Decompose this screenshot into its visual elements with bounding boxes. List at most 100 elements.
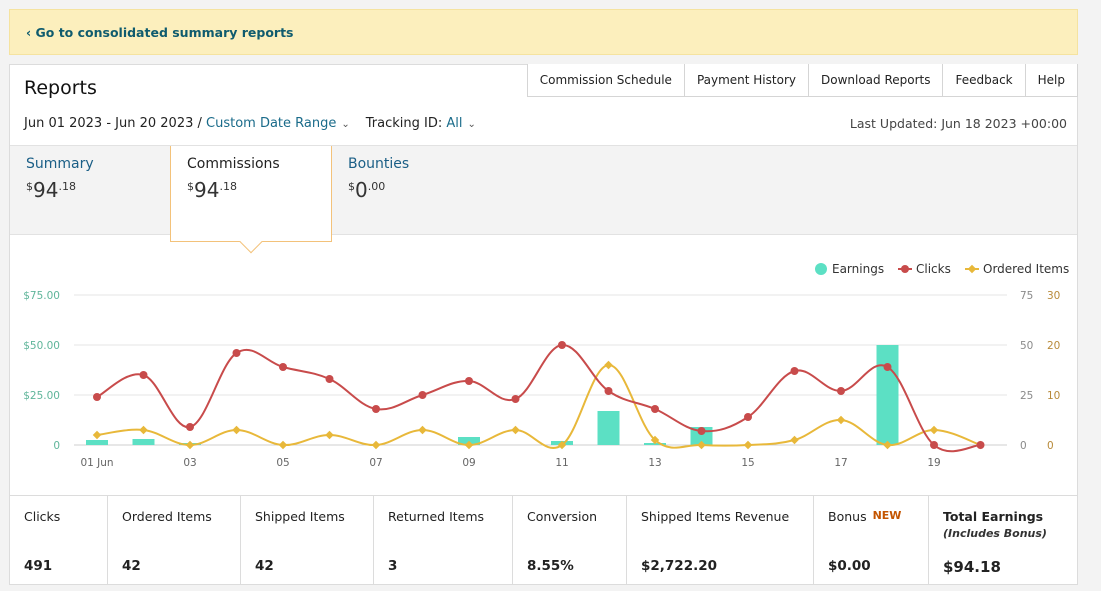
custom-date-range-dropdown[interactable]: Custom Date Range bbox=[206, 116, 337, 131]
tab-bounties-amount: $0.00 bbox=[348, 178, 386, 202]
legend-ordered-swatch bbox=[967, 264, 977, 274]
clicks-point bbox=[186, 423, 194, 431]
stat-bonus: Bonus NEW $0.00 bbox=[813, 496, 928, 585]
ordered-items-point bbox=[418, 425, 427, 435]
x-tick-label: 17 bbox=[834, 457, 847, 469]
earnings-bar bbox=[86, 440, 108, 445]
ordered-items-line bbox=[96, 363, 981, 449]
ordered-items-point bbox=[278, 440, 288, 450]
consolidated-reports-link[interactable]: ‹ Go to consolidated summary reports bbox=[26, 25, 294, 40]
stat-clicks: Clicks 491 bbox=[10, 496, 107, 585]
earnings-bar bbox=[876, 345, 899, 445]
x-tick-label: 09 bbox=[462, 457, 475, 469]
y-right2-tick-label: 10 bbox=[1047, 390, 1060, 402]
y-left-tick-label: $50.00 bbox=[23, 340, 60, 352]
clicks-point bbox=[604, 387, 613, 395]
y-right2-tick-label: 20 bbox=[1047, 340, 1060, 352]
ordered-items-point bbox=[604, 360, 613, 370]
legend-clicks-swatch bbox=[901, 265, 909, 273]
clicks-point bbox=[883, 363, 892, 371]
clicks-line bbox=[96, 343, 981, 453]
feedback-button[interactable]: Feedback bbox=[942, 64, 1025, 96]
stat-label: Shipped Items bbox=[255, 509, 345, 524]
y-right-tick-label: 25 bbox=[1020, 390, 1033, 402]
ordered-items-point bbox=[325, 430, 334, 440]
stat-value: $2,722.20 bbox=[641, 558, 718, 574]
stats-bar: Clicks 491 Ordered Items 42 Shipped Item… bbox=[10, 495, 1077, 585]
stat-value: $94.18 bbox=[943, 558, 1001, 576]
ordered-items-point bbox=[790, 435, 799, 445]
filter-row: Jun 01 2023 - Jun 20 2023 / Custom Date … bbox=[24, 116, 492, 131]
legend-earnings-swatch bbox=[815, 263, 827, 275]
clicks-point bbox=[790, 367, 799, 375]
tracking-id-label: Tracking ID: bbox=[365, 116, 443, 131]
stat-label: Conversion bbox=[527, 509, 598, 524]
download-reports-button[interactable]: Download Reports bbox=[807, 64, 943, 96]
ordered-items-point bbox=[557, 440, 567, 450]
commission-schedule-button[interactable]: Commission Schedule bbox=[527, 64, 684, 96]
stat-total-earnings: Total Earnings (Includes Bonus) $94.18 bbox=[928, 496, 1077, 585]
stat-value: 8.55% bbox=[527, 558, 574, 574]
stat-value: 42 bbox=[122, 558, 141, 574]
y-left-tick-label: 0 bbox=[53, 440, 60, 452]
ordered-items-point bbox=[464, 440, 474, 450]
help-button[interactable]: Help bbox=[1024, 64, 1077, 96]
y-right-tick-label: 50 bbox=[1020, 340, 1033, 352]
stat-label: Bonus NEW bbox=[828, 509, 902, 524]
stat-value: $0.00 bbox=[828, 558, 871, 574]
tab-bounties[interactable]: Bounties $0.00 bbox=[332, 146, 492, 236]
clicks-point bbox=[418, 391, 427, 399]
stat-value: 42 bbox=[255, 558, 274, 574]
ordered-items-point bbox=[836, 415, 846, 425]
tab-commissions[interactable]: Commissions $94.18 bbox=[170, 146, 332, 254]
x-tick-label: 19 bbox=[927, 457, 940, 469]
tab-bounties-label: Bounties bbox=[348, 156, 410, 172]
tab-commissions-label: Commissions bbox=[187, 156, 280, 172]
stat-shipped-items: Shipped Items 42 bbox=[240, 496, 373, 585]
reports-card: Reports Commission Schedule Payment Hist… bbox=[9, 64, 1078, 585]
x-tick-label: 05 bbox=[276, 457, 289, 469]
x-tick-label: 13 bbox=[648, 457, 661, 469]
tab-summary[interactable]: Summary $94.18 bbox=[10, 146, 170, 236]
payment-history-button[interactable]: Payment History bbox=[683, 64, 808, 96]
stat-value: 491 bbox=[24, 558, 53, 574]
stat-label: Clicks bbox=[24, 509, 61, 524]
clicks-point bbox=[465, 377, 473, 385]
chevron-down-icon[interactable]: ⌄ bbox=[341, 119, 350, 130]
clicks-point bbox=[651, 405, 659, 413]
legend-label: Ordered Items bbox=[983, 262, 1069, 276]
reports-top-nav: Commission Schedule Payment History Down… bbox=[526, 64, 1078, 97]
clicks-point bbox=[976, 441, 985, 449]
x-tick-label: 11 bbox=[555, 457, 568, 469]
date-range-text: Jun 01 2023 - Jun 20 2023 / bbox=[24, 116, 202, 131]
clicks-point bbox=[930, 441, 938, 449]
chevron-down-icon[interactable]: ⌄ bbox=[467, 119, 476, 130]
clicks-point bbox=[697, 427, 706, 435]
tracking-id-dropdown[interactable]: All bbox=[446, 116, 463, 131]
clicks-point bbox=[325, 375, 334, 383]
ordered-items-point bbox=[139, 425, 148, 435]
stat-value: 3 bbox=[388, 558, 398, 574]
ordered-items-point bbox=[185, 440, 195, 450]
page-title: Reports bbox=[24, 77, 97, 99]
clicks-point bbox=[232, 349, 241, 357]
ordered-items-point bbox=[697, 440, 706, 450]
legend-label: Earnings bbox=[832, 262, 884, 276]
stat-returned-items: Returned Items 3 bbox=[373, 496, 512, 585]
tab-summary-amount: $94.18 bbox=[26, 178, 76, 202]
earnings-bar bbox=[132, 439, 155, 445]
earnings-chart: 0 0 0 $25.00 25 10 $50.00 50 20 $75.00 75 30 01 Jun 0… bbox=[23, 262, 1069, 469]
consolidated-reports-banner: ‹ Go to consolidated summary reports bbox=[9, 9, 1078, 55]
y-right-tick-label: 0 bbox=[1020, 440, 1027, 452]
y-right-tick-label: 75 bbox=[1020, 290, 1033, 302]
ordered-items-point bbox=[929, 425, 939, 435]
ordered-items-point bbox=[371, 440, 381, 450]
stat-conversion: Conversion 8.55% bbox=[512, 496, 626, 585]
ordered-items-point bbox=[650, 435, 660, 445]
ordered-items-point bbox=[232, 425, 241, 435]
y-right2-tick-label: 30 bbox=[1047, 290, 1060, 302]
last-updated-text: Last Updated: Jun 18 2023 +00:00 bbox=[849, 116, 1067, 131]
legend-label: Clicks bbox=[916, 262, 951, 276]
earnings-bar bbox=[597, 411, 620, 445]
tab-summary-label: Summary bbox=[26, 156, 94, 172]
